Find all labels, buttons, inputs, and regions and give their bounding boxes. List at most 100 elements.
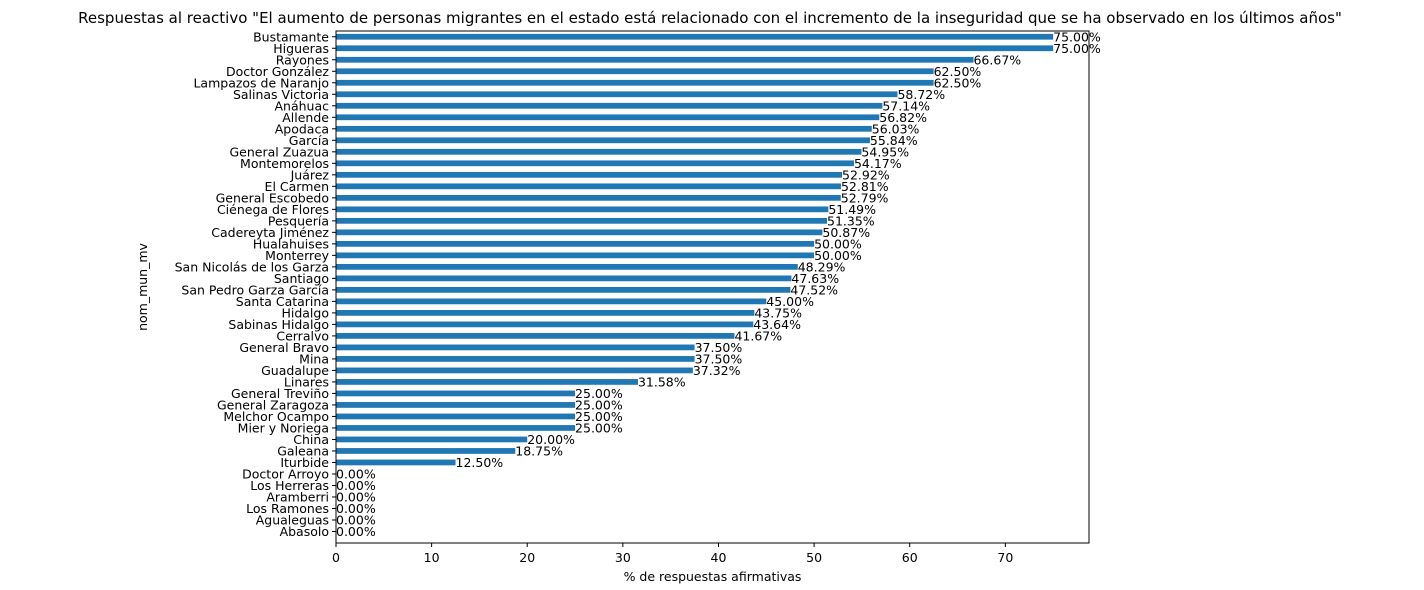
bar-santiago xyxy=(336,275,792,282)
data-label-general-bravo: 37.50% xyxy=(695,340,743,355)
data-label-el-carmen: 52.81% xyxy=(841,179,889,194)
chart-title: Respuestas al reactivo "El aumento de pe… xyxy=(78,9,1342,27)
y-tick-label: Doctor González xyxy=(226,64,329,79)
data-label-monterrey: 50.00% xyxy=(814,248,862,263)
x-tick-label: 70 xyxy=(997,550,1013,565)
y-tick-label: Lampazos de Naranjo xyxy=(193,75,329,90)
y-tick-label: Sabinas Hidalgo xyxy=(228,317,329,332)
y-tick-label: Pesquería xyxy=(268,213,329,228)
bar-lampazos-de-naranjo xyxy=(336,79,934,86)
y-tick-label: Bustamante xyxy=(253,29,329,44)
bar-mier-y-noriega xyxy=(336,425,576,431)
y-tick-label: Los Herreras xyxy=(250,478,329,493)
x-axis-title: % de respuestas afirmativas xyxy=(624,569,802,584)
y-tick-label: Cerralvo xyxy=(276,328,329,343)
y-tick-label: Santa Catarina xyxy=(236,294,329,309)
x-tick-label: 40 xyxy=(711,550,727,565)
y-tick-label: Mier y Noriega xyxy=(238,420,329,435)
y-tick-label: Mina xyxy=(299,351,329,366)
bars-group xyxy=(336,33,1054,466)
y-tick-label: Rayones xyxy=(276,52,329,67)
bar-mina xyxy=(336,356,695,362)
bar-cienega-de-flores xyxy=(336,206,829,213)
bar-general-escobedo xyxy=(336,194,841,201)
y-tick-label: Ciénega de Flores xyxy=(217,202,329,217)
data-label-los-herreras: 0.00% xyxy=(336,478,376,493)
y-tick-label: Aramberri xyxy=(266,489,329,504)
y-tick-label: Monterrey xyxy=(265,248,329,263)
bar-iturbide xyxy=(336,459,456,466)
bar-hidalgo xyxy=(336,310,755,316)
data-label-mier-y-noriega: 25.00% xyxy=(575,420,623,435)
data-label-linares: 31.58% xyxy=(638,374,686,389)
y-tick-label: General Treviño xyxy=(231,386,329,401)
y-tick-label: Higueras xyxy=(273,41,329,56)
bar-anahuac xyxy=(336,102,883,109)
data-label-pesqueria: 51.35% xyxy=(827,213,875,228)
x-tick-label: 20 xyxy=(519,550,535,565)
bar-galeana xyxy=(336,448,516,454)
bar-higueras xyxy=(336,45,1054,52)
data-label-hidalgo: 43.75% xyxy=(754,305,802,320)
y-tick-label: Hidalgo xyxy=(281,305,329,320)
data-label-agualeguas: 0.00% xyxy=(336,512,376,527)
y-tick-label: China xyxy=(293,432,329,447)
data-label-hualahuises: 50.00% xyxy=(814,236,862,251)
bar-china xyxy=(336,436,528,443)
data-label-santiago: 47.63% xyxy=(791,271,839,286)
data-label-salinas-victoria: 58.72% xyxy=(897,87,945,102)
y-tick-label: General Zuazua xyxy=(229,144,329,159)
data-label-garcia: 55.84% xyxy=(870,133,918,148)
y-tick-label: García xyxy=(289,133,329,148)
y-tick-label: Doctor Arroyo xyxy=(242,466,329,481)
bar-santa-catarina xyxy=(336,298,767,305)
data-label-higueras: 75.00% xyxy=(1053,41,1101,56)
y-tick-label: Los Ramones xyxy=(246,501,329,516)
bar-salinas-victoria xyxy=(336,91,898,98)
data-label-san-pedro-garza-garcia: 47.52% xyxy=(790,282,838,297)
data-label-cienega-de-flores: 51.49% xyxy=(828,202,876,217)
bar-doctor-gonzalez xyxy=(336,68,934,75)
bar-juarez xyxy=(336,171,843,178)
data-label-san-nicolas-de-los-garza: 48.29% xyxy=(798,259,846,274)
bar-sabinas-hidalgo xyxy=(336,321,754,328)
data-label-juarez: 52.92% xyxy=(842,167,890,182)
bar-cadereyta-jimenez xyxy=(336,229,823,236)
bar-montemorelos xyxy=(336,160,854,167)
y-tick-label: San Pedro Garza García xyxy=(181,282,329,297)
y-tick-label: General Escobedo xyxy=(216,190,329,205)
bar-cerralvo xyxy=(336,333,735,339)
bar-general-zuazua xyxy=(336,148,862,155)
y-tick-label: Salinas Victoria xyxy=(233,87,329,102)
y-tick-label: Guadalupe xyxy=(261,363,329,378)
bar-labels-group: 75.00%75.00%66.67%62.50%62.50%58.72%57.1… xyxy=(336,29,1101,539)
bar-general-zaragoza xyxy=(336,402,576,408)
bar-garcia xyxy=(336,137,870,144)
y-tick-label: Allende xyxy=(282,110,329,125)
data-label-lampazos-de-naranjo: 62.50% xyxy=(934,75,982,90)
bar-san-nicolas-de-los-garza xyxy=(336,263,798,270)
x-tick-label: 30 xyxy=(615,550,631,565)
data-label-general-zaragoza: 25.00% xyxy=(575,397,623,412)
data-label-doctor-gonzalez: 62.50% xyxy=(934,64,982,79)
x-tick-label: 10 xyxy=(424,550,440,565)
data-label-galeana: 18.75% xyxy=(515,443,563,458)
data-label-los-ramones: 0.00% xyxy=(336,501,376,516)
data-label-melchor-ocampo: 25.00% xyxy=(575,409,623,424)
y-tick-label: Hualahuises xyxy=(253,236,329,251)
y-tick-label: San Nicolás de los Garza xyxy=(175,259,329,274)
data-label-mina: 37.50% xyxy=(695,351,743,366)
data-label-apodaca: 56.03% xyxy=(872,121,920,136)
bar-guadalupe xyxy=(336,367,693,374)
data-label-anahuac: 57.14% xyxy=(882,98,930,113)
data-label-iturbide: 12.50% xyxy=(456,455,504,470)
data-label-abasolo: 0.00% xyxy=(336,524,376,539)
y-tick-label: General Bravo xyxy=(239,340,329,355)
data-label-allende: 56.82% xyxy=(879,110,927,125)
y-tick-label: Melchor Ocampo xyxy=(223,409,329,424)
bar-hualahuises xyxy=(336,240,815,247)
y-tick-label: El Carmen xyxy=(265,179,329,194)
y-tick-label: Agualeguas xyxy=(256,512,329,527)
